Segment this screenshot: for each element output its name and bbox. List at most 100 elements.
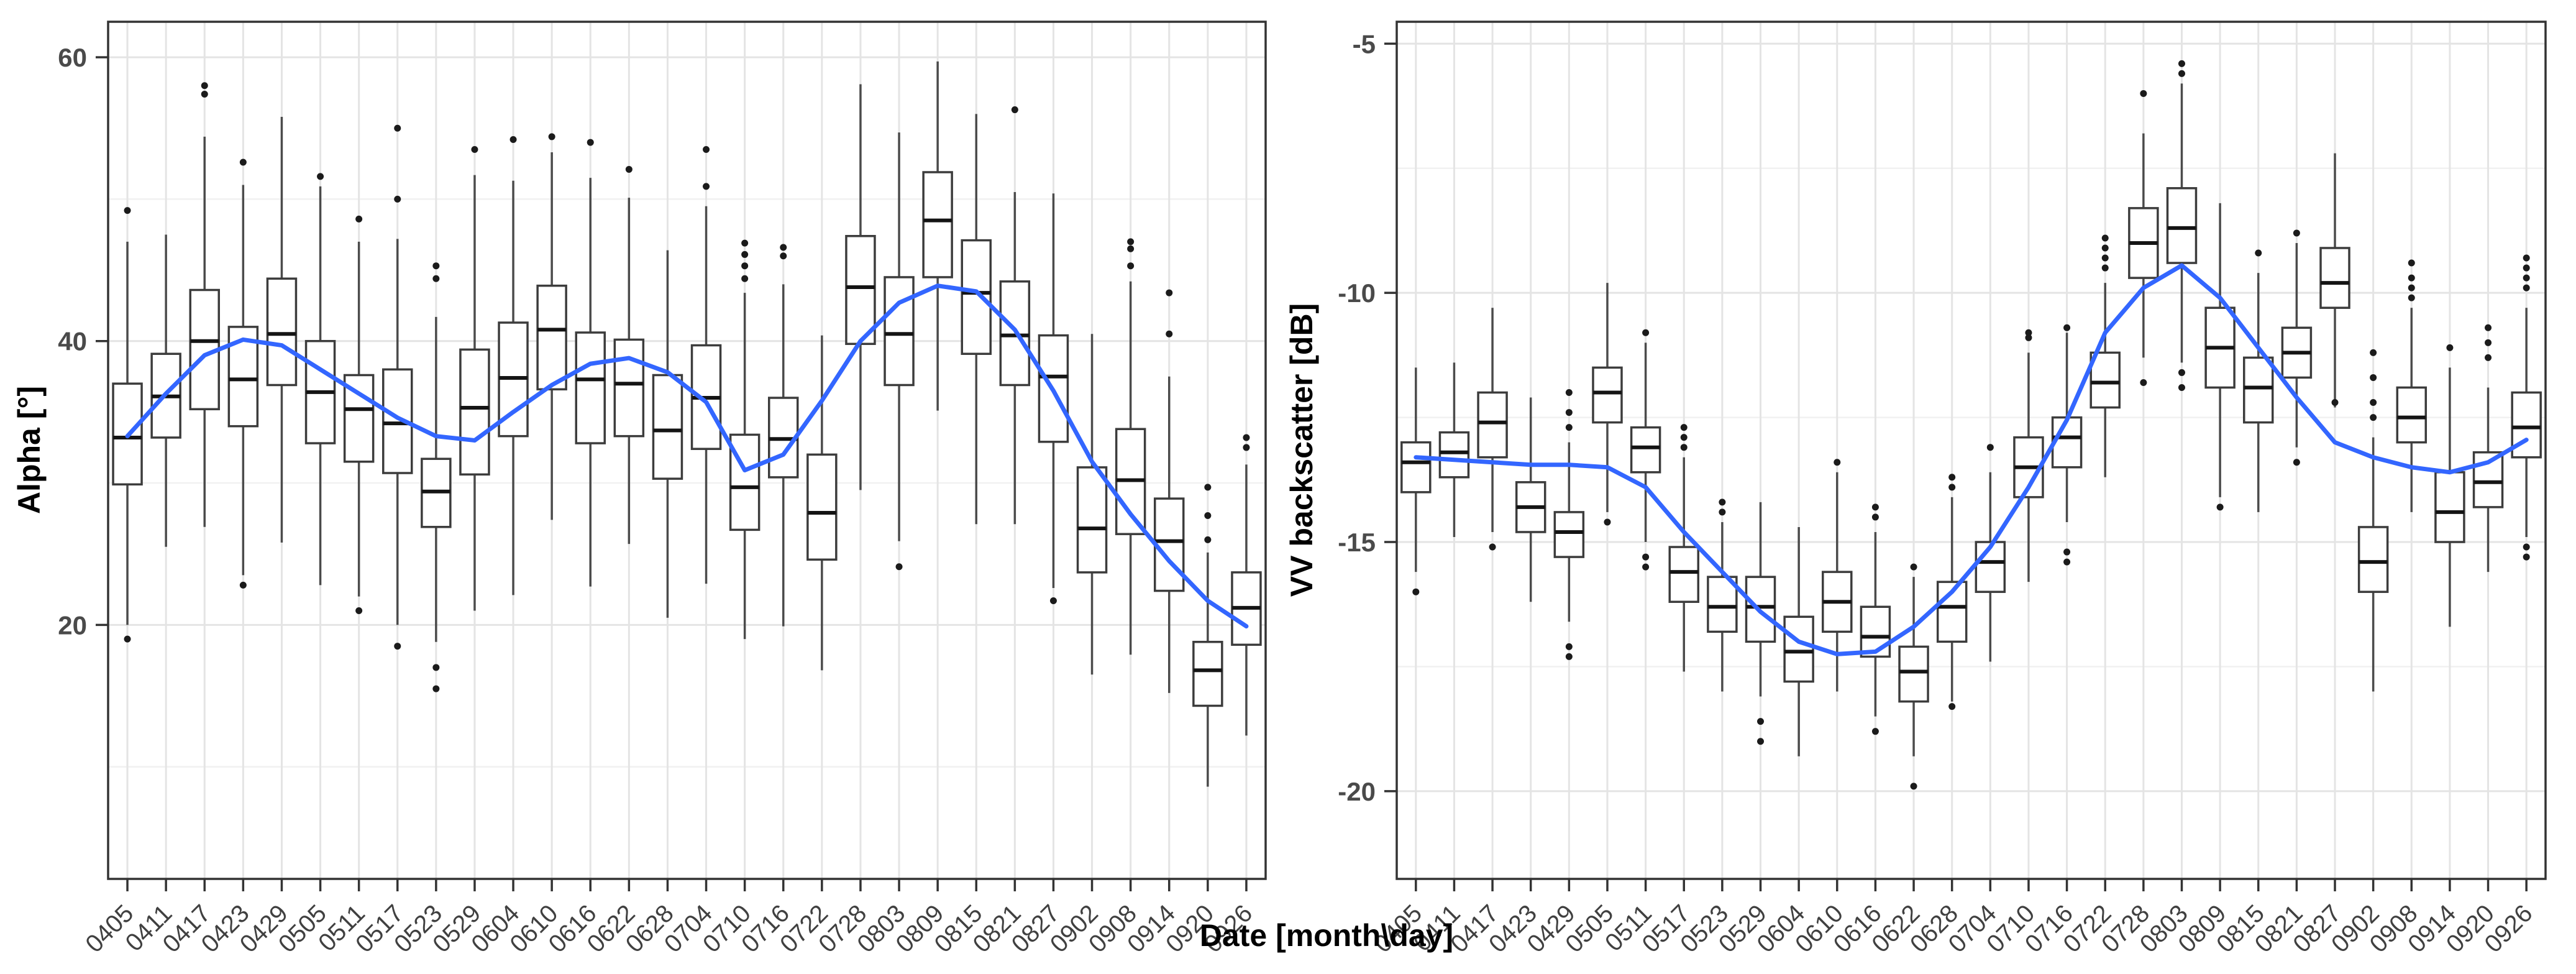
- iqr-box: [189, 288, 220, 411]
- vv-panel-border: [1395, 21, 2547, 880]
- outlier-point: [625, 165, 633, 173]
- vv-box-0610: [1822, 459, 1853, 692]
- vv-box-0511: [1630, 329, 1661, 571]
- outlier-point: [2523, 264, 2530, 272]
- iqr-box: [1477, 391, 1508, 459]
- outlier-point: [1049, 597, 1057, 605]
- outlier-point: [2063, 548, 2071, 556]
- y-tick-label: -5: [1353, 29, 1376, 58]
- iqr-box: [1592, 366, 1623, 424]
- vv-box-0815: [2243, 249, 2274, 512]
- alpha-box-0815: [961, 114, 992, 525]
- outlier-point: [432, 262, 440, 270]
- outlier-point: [2101, 264, 2109, 272]
- outlier-point: [1757, 718, 1765, 725]
- vv-box-0908: [2396, 259, 2428, 512]
- outlier-point: [1719, 498, 1726, 506]
- vv-box-0722: [2090, 234, 2121, 477]
- outlier-point: [124, 207, 131, 214]
- outlier-point: [2293, 459, 2300, 466]
- left-y-axis-title: Alpha [°]: [12, 386, 47, 514]
- outlier-point: [1910, 563, 1917, 571]
- iqr-box: [2434, 471, 2465, 543]
- outlier-point: [2216, 503, 2224, 511]
- outlier-point: [1204, 484, 1212, 491]
- outlier-point: [2408, 294, 2415, 301]
- outlier-point: [2408, 259, 2415, 267]
- alpha-box-0926: [1231, 434, 1262, 736]
- outlier-point: [432, 275, 440, 282]
- alpha-box-0511: [343, 215, 375, 614]
- outlier-point: [1680, 444, 1688, 451]
- outlier-point: [2101, 254, 2109, 262]
- outlier-point: [2523, 254, 2530, 262]
- outlier-point: [355, 215, 363, 223]
- outlier-point: [124, 635, 131, 643]
- vv-box-0803: [2166, 60, 2198, 391]
- alpha-box-0616: [575, 139, 606, 587]
- outlier-point: [703, 183, 710, 190]
- iqr-box: [1553, 511, 1585, 558]
- alpha-box-0529: [459, 145, 490, 611]
- alpha-box-0914: [1154, 289, 1185, 693]
- right-y-axis-title: VV backscatter [dB]: [1284, 303, 1319, 597]
- outlier-point: [1642, 553, 1650, 561]
- outlier-point: [2485, 354, 2492, 361]
- alpha-box-0429: [266, 116, 298, 543]
- outlier-point: [2331, 399, 2339, 407]
- outlier-point: [587, 139, 594, 146]
- y-tick-label: 60: [58, 43, 87, 72]
- outlier-point: [1204, 512, 1212, 520]
- outlier-point: [2370, 349, 2377, 356]
- iqr-box: [652, 374, 683, 480]
- outlier-point: [355, 607, 363, 614]
- outlier-point: [2408, 284, 2415, 292]
- outlier-point: [1680, 434, 1688, 441]
- outlier-point: [2370, 399, 2377, 407]
- outlier-point: [741, 250, 749, 258]
- outlier-point: [509, 136, 517, 143]
- x-axis-title: Date [month\day]: [1200, 918, 1453, 953]
- outlier-point: [741, 275, 749, 282]
- outlier-point: [1604, 518, 1611, 526]
- outlier-point: [1948, 703, 1956, 710]
- alpha-box-0505: [304, 173, 336, 586]
- outlier-point: [2485, 324, 2492, 331]
- iqr-box: [884, 276, 915, 387]
- outlier-point: [1011, 106, 1018, 114]
- vv-box-0411: [1438, 362, 1470, 538]
- outlier-point: [317, 173, 324, 180]
- alpha-panel-border: [107, 21, 1267, 880]
- outlier-point: [2370, 374, 2377, 381]
- outlier-point: [2370, 414, 2377, 421]
- outlier-point: [2178, 384, 2185, 391]
- vv-box-0622: [1898, 563, 1929, 790]
- outlier-point: [1719, 508, 1726, 516]
- alpha-box-0809: [922, 61, 953, 411]
- iqr-box: [1783, 615, 1814, 683]
- outlier-point: [2025, 329, 2032, 336]
- alpha-box-0628: [652, 250, 683, 618]
- panels-layer: 2040600405041104170423042905050511051705…: [58, 21, 2547, 958]
- iqr-box: [2243, 356, 2274, 424]
- iqr-box: [1668, 546, 1699, 603]
- outlier-point: [1871, 503, 1879, 511]
- outlier-point: [1565, 424, 1573, 431]
- outlier-point: [201, 82, 208, 90]
- vv-box-0926: [2511, 254, 2542, 561]
- outlier-point: [239, 159, 247, 166]
- outlier-point: [2523, 553, 2530, 561]
- outlier-point: [471, 145, 478, 153]
- iqr-box: [1707, 576, 1738, 633]
- outlier-point: [1412, 588, 1420, 595]
- iqr-box: [266, 277, 298, 387]
- vv-box-0423: [1515, 397, 1546, 602]
- outlier-point: [1910, 783, 1917, 790]
- alpha-box-0722: [806, 335, 838, 671]
- alpha-box-0405: [112, 207, 143, 643]
- iqr-box: [922, 171, 953, 278]
- outlier-point: [1565, 643, 1573, 650]
- vv-smooth-line: [1414, 263, 2529, 656]
- vv-box-0523: [1707, 498, 1738, 692]
